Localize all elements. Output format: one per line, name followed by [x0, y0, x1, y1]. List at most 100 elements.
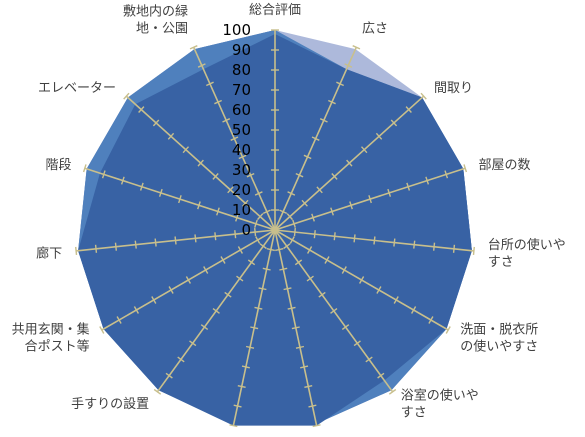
spoke-5-tick [472, 246, 475, 255]
spoke-7-tick [318, 291, 326, 298]
spoke-9-tick [241, 365, 250, 369]
spoke-3-tick [286, 213, 294, 221]
spoke-10-tick [165, 372, 173, 379]
spoke-15-tick [254, 191, 263, 196]
spoke-2-tick [352, 45, 361, 50]
spoke-6-tick [324, 256, 330, 264]
spoke-4-tick [463, 164, 468, 173]
spoke-8-tick [312, 424, 321, 428]
spoke-3-tick [316, 186, 323, 194]
spoke-2-tick [311, 136, 320, 141]
radial-tick-label: 80 [232, 61, 251, 79]
spoke-9-tick [229, 424, 238, 428]
category-label: 廊下 [36, 245, 62, 261]
spoke-14-tick [242, 199, 249, 207]
spoke-13-tick [216, 207, 220, 216]
spoke-7-tick [341, 324, 350, 330]
spoke-3-tick [405, 106, 412, 113]
spoke-11-tick [151, 296, 157, 304]
spoke-2-tick [319, 118, 328, 123]
spoke-4-tick [349, 201, 353, 210]
spoke-13-tick [235, 213, 239, 222]
spoke-6-tick [428, 316, 434, 324]
spoke-4-tick [444, 170, 449, 179]
spoke-3-tick [346, 159, 353, 167]
spoke-layer [75, 29, 475, 428]
spoke-15-tick [206, 81, 214, 87]
radial-tick-label: 50 [232, 121, 251, 139]
spoke-14-tick [152, 119, 160, 127]
radial-tick-label: 90 [232, 41, 251, 59]
spoke-10-tick [247, 259, 256, 266]
spoke-11-tick [116, 316, 122, 324]
spoke-9-tick [250, 326, 259, 330]
spoke-4-tick [368, 195, 372, 204]
spoke-11-tick [185, 276, 192, 284]
category-label: 広さ [362, 22, 388, 37]
spoke-13-tick [178, 195, 182, 204]
radial-tick-label: 30 [232, 161, 251, 179]
spoke-9-tick [237, 385, 246, 388]
spoke-15-tick [230, 136, 239, 141]
spoke-9-tick [233, 404, 242, 408]
spoke-7-tick [330, 308, 338, 314]
spoke-11-tick [255, 236, 261, 244]
spoke-11-tick [220, 256, 226, 264]
spoke-5-tick [433, 242, 436, 251]
spoke-11-tick [168, 286, 174, 294]
radial-tick-label: 20 [232, 181, 251, 199]
category-label: エレベーター [38, 81, 116, 96]
spoke-6-tick [376, 286, 382, 294]
spoke-9-tick [266, 248, 275, 252]
spoke-3-tick [301, 199, 308, 207]
spoke-5-tick [413, 240, 416, 249]
spoke-10-tick [189, 340, 197, 347]
spoke-13-tick [197, 201, 201, 210]
spoke-5-tick [313, 230, 316, 239]
spoke-8-tick [279, 267, 288, 271]
spoke-12-tick [234, 230, 237, 239]
spoke-14-tick [123, 92, 130, 100]
spoke-14-tick [256, 213, 264, 221]
spoke-5-tick [293, 228, 296, 237]
spoke-6-tick [341, 266, 347, 274]
radial-tick-label: 10 [232, 201, 251, 219]
category-label: 浴室の使いやすさ [401, 388, 479, 421]
spoke-8-tick [283, 287, 292, 291]
spoke-12-tick [254, 228, 257, 237]
spoke-2-tick [336, 81, 344, 87]
spoke-15-tick [262, 209, 271, 215]
spoke-6-tick [358, 276, 365, 284]
spoke-13-tick [101, 170, 106, 179]
spoke-12-tick [194, 234, 197, 243]
spoke-4-tick [311, 213, 315, 222]
category-label: 間取り [434, 81, 473, 96]
spoke-12-tick [154, 238, 157, 247]
spoke-12-tick [134, 240, 137, 249]
spoke-13-tick [254, 219, 258, 228]
spoke-11-tick [99, 326, 105, 334]
category-label: 共用玄関・集合ポスト等 [12, 322, 90, 355]
spoke-10-tick [259, 243, 267, 250]
spoke-9-tick [262, 267, 271, 271]
spoke-9-tick [245, 345, 255, 349]
spoke-7-tick [388, 388, 397, 395]
spoke-8-tick [295, 345, 305, 349]
spoke-13-tick [158, 188, 163, 197]
spoke-8-tick [308, 404, 317, 408]
category-label: 洗面・脱衣所の使いやすさ [460, 322, 538, 355]
spoke-5-tick [452, 244, 456, 253]
spoke-15-tick [246, 172, 255, 178]
spoke-10-tick [236, 275, 244, 282]
radial-tick-label: 100 [222, 21, 251, 39]
spoke-6-tick [306, 246, 313, 254]
radial-tick-label: 40 [232, 141, 251, 159]
spoke-4-tick [406, 182, 411, 191]
spoke-10-tick [200, 324, 209, 330]
spoke-8-tick [275, 248, 284, 252]
spoke-4-tick [387, 188, 392, 197]
spoke-5-tick [353, 234, 356, 243]
spoke-8-tick [291, 326, 300, 330]
spoke-6-tick [410, 306, 417, 314]
